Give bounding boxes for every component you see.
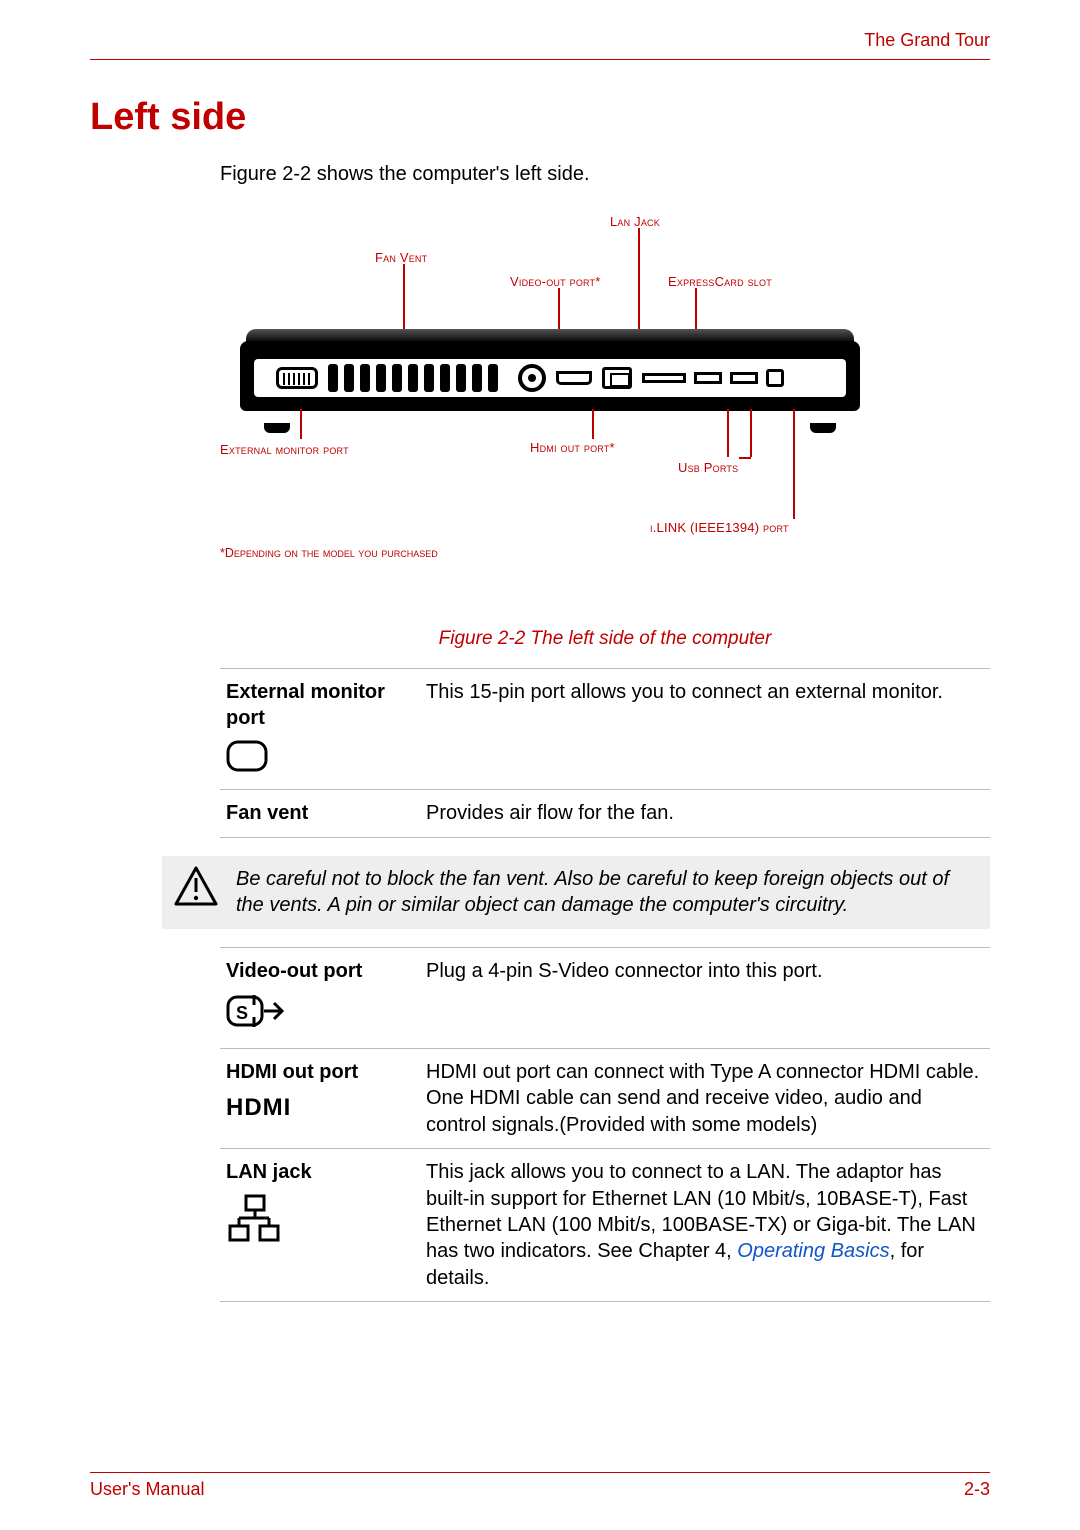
- table-row: Video-out port S Plug a 4-pin S-Video co…: [220, 948, 990, 1049]
- definition-table-2: Video-out port S Plug a 4-pin S-Video co…: [220, 947, 990, 1302]
- footer-page-number: 2-3: [964, 1479, 990, 1500]
- term-description: This jack allows you to connect to a LAN…: [420, 1149, 990, 1302]
- usb-port-icon: [730, 372, 758, 384]
- vga-port-icon: [276, 367, 318, 389]
- figure-footnote: *Depending on the model you purchased: [220, 546, 438, 560]
- table-row: HDMI out port HDMI HDMI out port can con…: [220, 1048, 990, 1148]
- leader-line: [793, 409, 795, 519]
- term-description: This 15-pin port allows you to connect a…: [420, 669, 990, 790]
- table-row: External monitor port This 15-pin port a…: [220, 669, 990, 790]
- expresscard-slot-icon: [642, 373, 686, 383]
- callout-fan-vent: Fan Vent: [375, 250, 427, 265]
- header-rule: [90, 59, 990, 60]
- lan-port-icon: [602, 367, 632, 389]
- term-description: HDMI out port can connect with Type A co…: [420, 1048, 990, 1148]
- table-row: Fan vent Provides air flow for the fan.: [220, 790, 990, 837]
- table-row: LAN jack This jack: [220, 1149, 990, 1302]
- warning-icon: [174, 866, 218, 920]
- term-description: Plug a 4-pin S-Video connector into this…: [420, 948, 990, 1049]
- callout-ext-monitor: External monitor port: [220, 442, 349, 457]
- figure-left-side: Lan Jack Fan Vent Video-out port* Expres…: [220, 214, 990, 614]
- figure-caption: Figure 2-2 The left side of the computer: [220, 628, 990, 650]
- hdmi-port-icon: [556, 371, 592, 385]
- callout-lan-jack: Lan Jack: [610, 214, 660, 229]
- definition-table-1: External monitor port This 15-pin port a…: [220, 668, 990, 838]
- term-label: HDMI out port: [226, 1059, 414, 1085]
- warning-note: Be careful not to block the fan vent. Al…: [162, 856, 990, 930]
- term-label: Fan vent: [220, 790, 420, 837]
- laptop-side-illustration: [240, 319, 860, 429]
- section-title: Left side: [90, 96, 990, 139]
- leader-line: [592, 409, 594, 439]
- callout-video-out: Video-out port*: [510, 274, 601, 289]
- term-label: External monitor port: [226, 679, 414, 732]
- term-label: Video-out port: [226, 958, 414, 984]
- callout-ilink: i.LINK (IEEE1394) port: [650, 520, 789, 535]
- lan-icon: [226, 1194, 414, 1251]
- ilink-port-icon: [766, 369, 784, 387]
- callout-hdmi-out: Hdmi out port*: [530, 440, 615, 455]
- hdmi-icon: HDMI: [226, 1093, 414, 1126]
- term-label: LAN jack: [226, 1159, 414, 1185]
- callout-expresscard: ExpressCard slot: [668, 274, 772, 289]
- lead-text: Figure 2-2 shows the computer's left sid…: [220, 163, 990, 186]
- warning-text: Be careful not to block the fan vent. Al…: [236, 866, 978, 920]
- leader-line: [300, 409, 302, 439]
- footer-left: User's Manual: [90, 1479, 204, 1500]
- usb-port-icon: [694, 372, 722, 384]
- svideo-icon: S: [226, 993, 414, 1038]
- chapter-label: The Grand Tour: [90, 30, 990, 59]
- term-description: Provides air flow for the fan.: [420, 790, 990, 837]
- link-operating-basics[interactable]: Operating Basics: [737, 1240, 889, 1262]
- monitor-icon: [226, 740, 414, 779]
- svg-text:S: S: [236, 1003, 248, 1023]
- page: The Grand Tour Left side Figure 2-2 show…: [0, 0, 1080, 1530]
- svg-text:HDMI: HDMI: [226, 1094, 291, 1119]
- fan-vent-icon: [328, 364, 498, 392]
- page-footer: User's Manual 2-3: [90, 1472, 990, 1500]
- leader-line: [739, 457, 751, 459]
- content-column: Figure 2-2 shows the computer's left sid…: [220, 163, 990, 1302]
- callout-usb-ports: Usb Ports: [678, 460, 738, 475]
- leader-line: [727, 409, 729, 457]
- leader-line: [750, 409, 752, 457]
- svideo-port-icon: [518, 364, 546, 392]
